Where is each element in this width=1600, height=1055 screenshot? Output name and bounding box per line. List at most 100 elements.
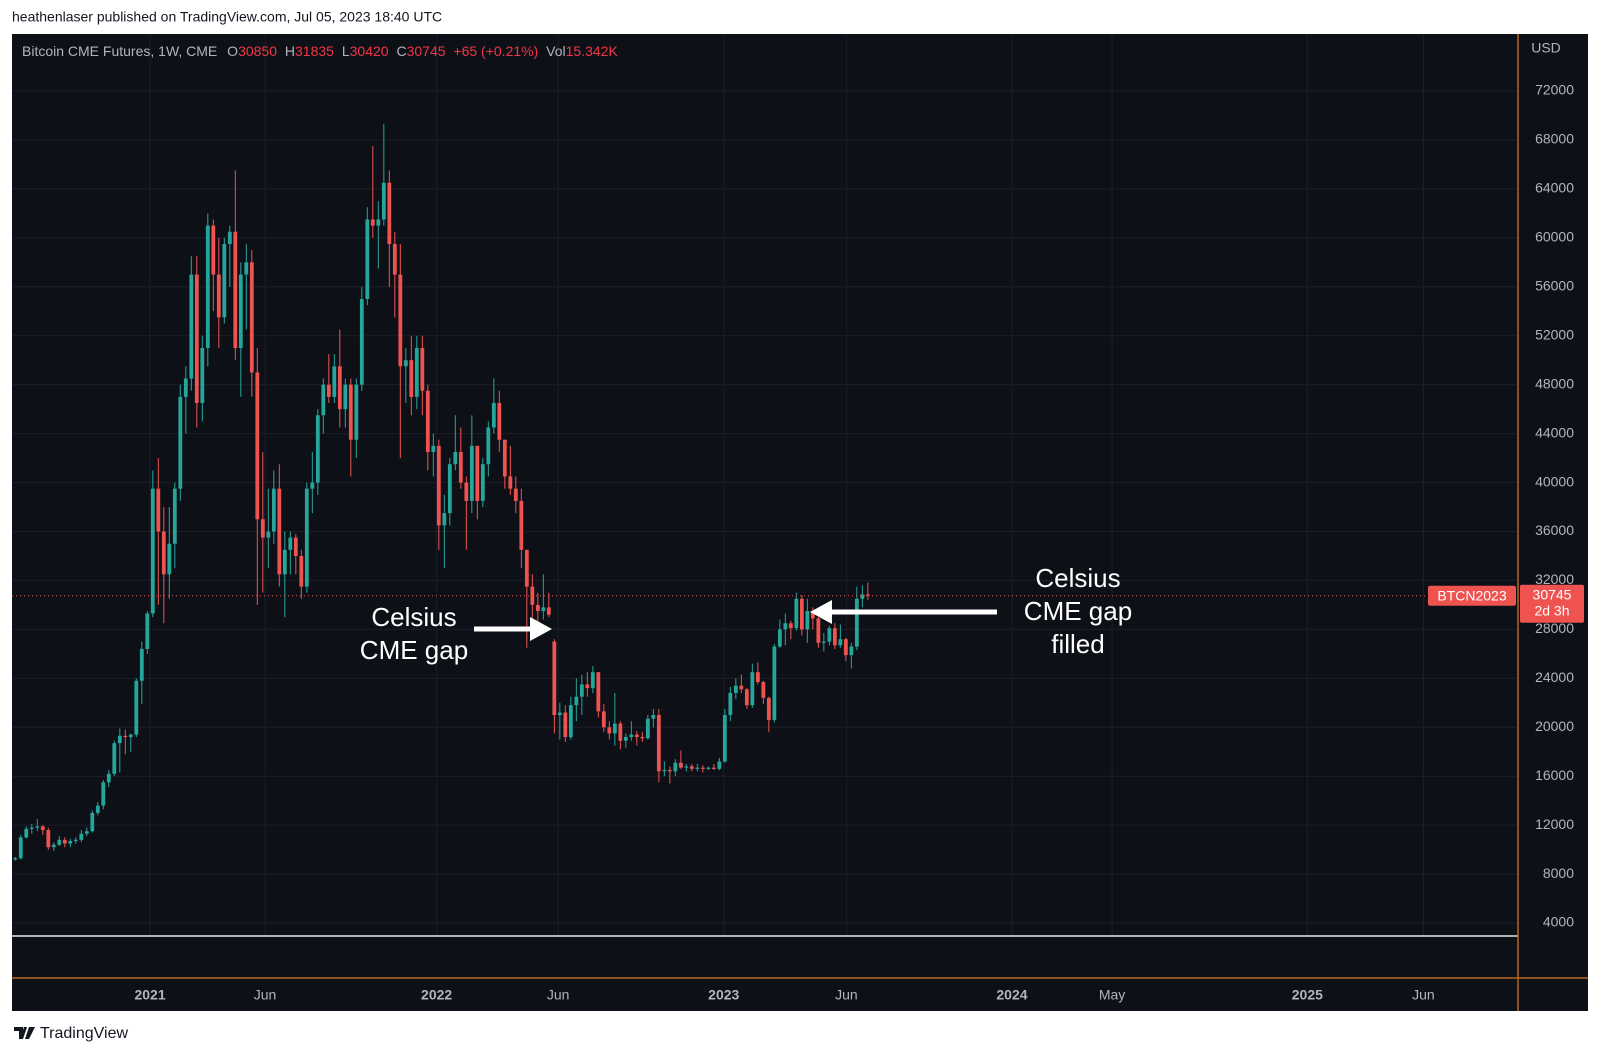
candle-body <box>458 451 463 483</box>
candle-body <box>79 833 84 840</box>
candle-body <box>711 767 716 769</box>
candle-body <box>51 844 56 848</box>
candle-body <box>392 243 397 275</box>
candle-body <box>634 734 639 738</box>
candle-body <box>689 766 694 769</box>
y-tick-label: 72000 <box>1535 82 1574 98</box>
candle-body <box>403 360 408 367</box>
candle-body <box>574 696 579 706</box>
candle-body <box>728 693 733 716</box>
candle-body <box>827 628 832 642</box>
candle-body <box>101 782 106 806</box>
candle-body <box>524 549 529 587</box>
candle-body <box>678 762 683 768</box>
candle-body <box>343 384 348 410</box>
candle-body <box>205 225 210 348</box>
candle-body <box>585 684 590 689</box>
candle-body <box>623 737 628 741</box>
x-tick-label: 2021 <box>134 987 165 1003</box>
arrow-head <box>810 600 832 624</box>
ohlc-value: 30745 <box>407 43 446 59</box>
candle-body <box>794 598 799 629</box>
candle-body <box>337 366 342 410</box>
candle-body <box>464 482 469 501</box>
candle-body <box>260 519 265 538</box>
x-tick-label: 2023 <box>708 987 739 1003</box>
candle-body <box>194 274 199 404</box>
candle-body <box>326 384 331 397</box>
candle-body <box>167 543 172 575</box>
candle-body <box>321 384 326 416</box>
currency-label: USD <box>1531 40 1561 56</box>
candle-body <box>640 737 645 739</box>
candle-body <box>216 274 221 318</box>
ohlc-label: C <box>396 43 406 59</box>
candle-body <box>425 390 430 452</box>
candle-body <box>365 219 370 300</box>
x-tick-label: May <box>1099 987 1125 1003</box>
x-tick-label: 2022 <box>421 987 452 1003</box>
candle-body <box>805 611 810 630</box>
candle-body <box>271 488 276 532</box>
candle-body <box>35 826 40 828</box>
candle-body <box>414 347 419 397</box>
x-tick-label: 2024 <box>996 987 1027 1003</box>
candle-body <box>178 396 183 489</box>
candle-body <box>788 623 793 629</box>
candle-body <box>843 639 848 656</box>
candle-body <box>139 648 144 681</box>
candle-body <box>409 360 414 397</box>
y-tick-label: 20000 <box>1535 718 1574 734</box>
candle-body <box>183 378 188 397</box>
arrow-head <box>530 617 552 641</box>
candle-body <box>849 646 854 656</box>
last-price-label: 30745 <box>1533 586 1572 602</box>
candle-body <box>172 488 177 544</box>
legend-header: Bitcoin CME Futures, 1W, CME O30850 H318… <box>22 43 618 59</box>
candle-body <box>84 831 89 834</box>
candle-body <box>596 672 601 712</box>
candle-body <box>667 770 672 772</box>
y-tick-label: 52000 <box>1535 326 1574 342</box>
candle-body <box>376 219 381 226</box>
candle-body <box>799 598 804 630</box>
candle-body <box>24 828 29 838</box>
candle-body <box>755 672 760 682</box>
y-tick-label: 16000 <box>1535 767 1574 783</box>
y-tick-label: 56000 <box>1535 277 1574 293</box>
candle-body <box>662 770 667 772</box>
grid <box>12 34 1518 936</box>
candle-body <box>761 681 766 698</box>
candle-body <box>519 500 524 550</box>
candle-body <box>436 445 441 526</box>
volume-value: 15.342K <box>566 43 619 59</box>
candle-body <box>244 262 249 275</box>
candle-body <box>651 715 656 719</box>
symbol-badge <box>1428 585 1516 606</box>
candle-body <box>684 766 689 768</box>
candle-body <box>46 830 51 848</box>
change-label: +65 (+0.21%) <box>453 43 538 59</box>
candle-body <box>772 646 777 720</box>
candle-body <box>128 734 133 738</box>
candle-body <box>612 723 617 734</box>
candle-body <box>68 841 73 844</box>
candle-body <box>480 464 485 501</box>
candle-body <box>579 684 584 697</box>
candle-body <box>535 604 540 612</box>
candle-body <box>816 618 821 643</box>
candle-body <box>442 513 447 526</box>
candle-body <box>150 488 155 614</box>
candle-body <box>695 767 700 769</box>
candle-body <box>722 715 727 762</box>
candles <box>13 124 870 861</box>
chart-background <box>12 34 1588 1011</box>
candle-body <box>854 598 859 647</box>
candle-body <box>766 697 771 720</box>
countdown-label: 2d 3h <box>1534 602 1569 618</box>
candle-body <box>513 488 518 501</box>
candle-body <box>508 476 513 489</box>
annotation-text: CME gap <box>1024 596 1132 626</box>
candle-body <box>497 403 502 440</box>
